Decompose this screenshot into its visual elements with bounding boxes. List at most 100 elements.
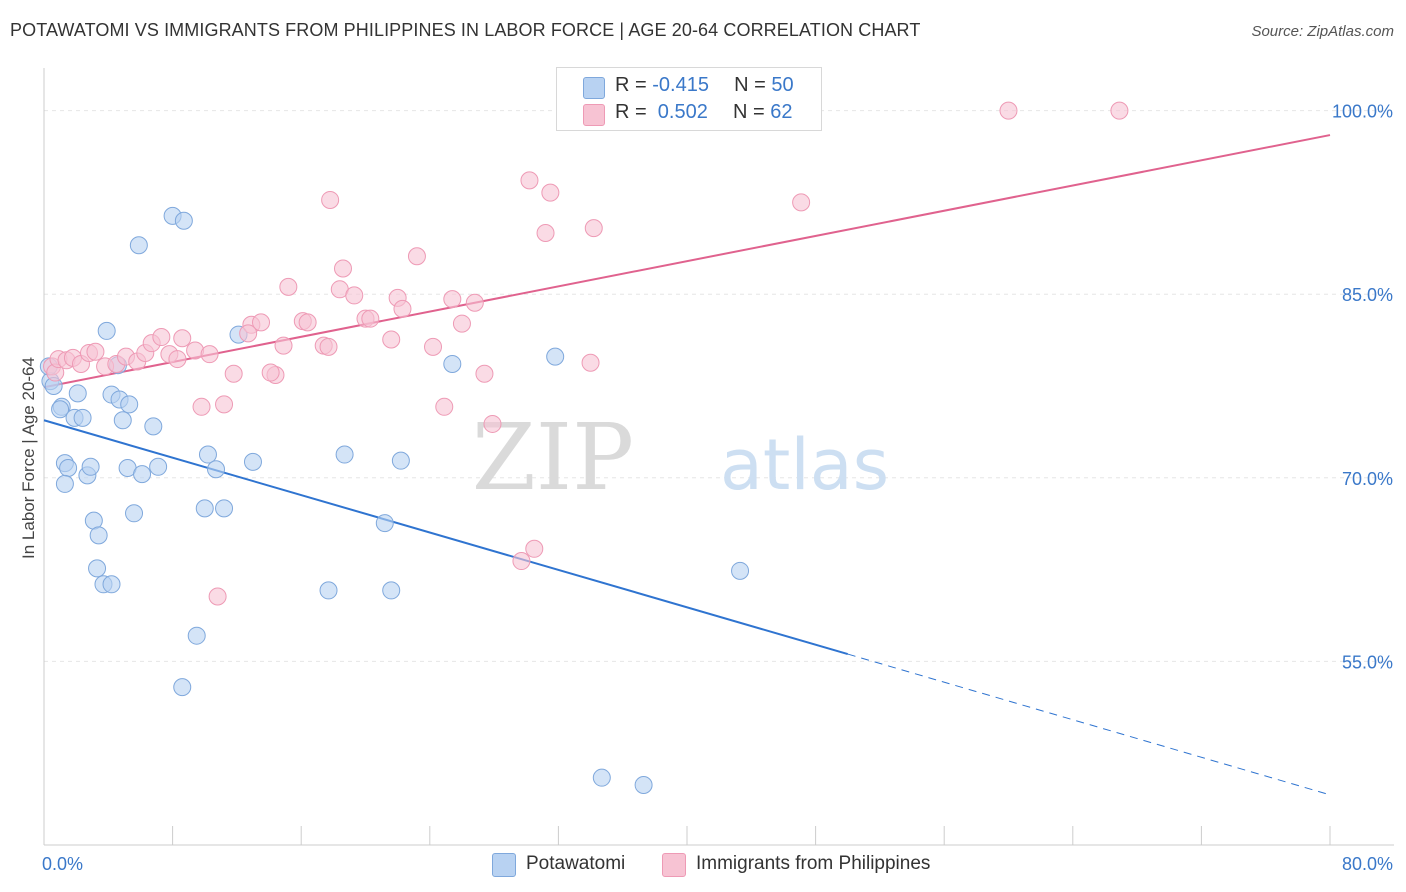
point-potawatomi: [149, 457, 168, 476]
chart-source: Source: ZipAtlas.com: [1251, 23, 1394, 40]
point-philippines: [86, 342, 105, 361]
point-philippines: [541, 183, 560, 202]
point-potawatomi: [207, 460, 226, 479]
point-potawatomi: [81, 457, 100, 476]
watermark: ZIP atlas: [472, 404, 889, 511]
x-tick-label: 80.0%: [1342, 854, 1393, 874]
tick-labels: 55.0% 70.0% 85.0% 100.0% 0.0% 80.0%: [42, 102, 1393, 874]
point-potawatomi: [55, 474, 74, 493]
y-tick-label: 85.0%: [1342, 285, 1393, 305]
axes: [43, 68, 1394, 846]
y-tick-label: 55.0%: [1342, 652, 1393, 672]
y-tick-label: 70.0%: [1342, 469, 1393, 489]
point-philippines: [215, 395, 234, 414]
point-philippines: [525, 539, 544, 558]
gridlines: [44, 110, 1394, 662]
point-potawatomi: [391, 451, 410, 470]
point-philippines: [239, 324, 258, 343]
point-potawatomi: [51, 400, 70, 419]
point-potawatomi: [173, 678, 192, 697]
legend-label-philippines: Immigrants from Philippines: [696, 853, 931, 874]
point-philippines: [584, 219, 603, 238]
point-potawatomi: [68, 384, 87, 403]
point-potawatomi: [129, 236, 148, 255]
legend-swatch-blue: [583, 77, 605, 99]
trend-line-potawatomi-extension: [847, 653, 1331, 796]
point-potawatomi: [133, 465, 152, 484]
point-potawatomi: [443, 354, 462, 373]
point-potawatomi: [120, 395, 139, 414]
point-philippines: [298, 313, 317, 332]
point-philippines: [483, 414, 502, 433]
point-potawatomi: [319, 581, 338, 600]
point-potawatomi: [243, 452, 262, 471]
point-philippines: [435, 397, 454, 416]
point-philippines: [192, 397, 211, 416]
point-potawatomi: [174, 211, 193, 230]
point-philippines: [279, 277, 298, 296]
point-philippines: [152, 328, 171, 347]
point-philippines: [252, 313, 271, 332]
point-philippines: [208, 587, 227, 606]
point-philippines: [173, 329, 192, 348]
point-philippines: [345, 286, 364, 305]
point-potawatomi: [195, 499, 214, 518]
x-tick-label: 0.0%: [42, 854, 83, 874]
point-potawatomi: [215, 499, 234, 518]
legend-n-value: 50: [771, 74, 794, 96]
stats-legend: R = -0.415 N = 50 R = 0.502 N = 62: [556, 67, 822, 131]
point-philippines: [452, 314, 471, 333]
series-legend: Potawatomi Immigrants from Philippines: [0, 850, 1406, 880]
y-axis-label: In Labor Force | Age 20-64: [19, 357, 38, 559]
point-potawatomi: [144, 417, 163, 436]
legend-n-label: N =: [732, 101, 765, 123]
point-potawatomi: [73, 408, 92, 427]
point-philippines: [393, 299, 412, 318]
point-potawatomi: [88, 559, 107, 578]
legend-swatch-pink: [583, 104, 605, 126]
point-potawatomi: [187, 626, 206, 645]
point-philippines: [224, 364, 243, 383]
point-philippines: [361, 309, 380, 328]
legend-r-value: 0.502: [652, 101, 708, 123]
watermark-atlas: atlas: [720, 424, 889, 506]
point-potawatomi: [113, 411, 132, 430]
legend-label-potawatomi: Potawatomi: [526, 853, 626, 874]
point-philippines: [465, 293, 484, 312]
point-potawatomi: [97, 321, 116, 340]
legend-n-label: N =: [734, 74, 766, 96]
chart-title: POTAWATOMI VS IMMIGRANTS FROM PHILIPPINE…: [10, 20, 921, 40]
legend-swatch-pink: [662, 853, 686, 877]
point-potawatomi: [198, 445, 217, 464]
point-philippines: [321, 190, 340, 209]
point-philippines: [333, 259, 352, 278]
point-philippines: [168, 350, 187, 369]
point-philippines: [999, 101, 1018, 120]
point-potawatomi: [382, 581, 401, 600]
point-philippines: [443, 290, 462, 309]
legend-swatch-blue: [492, 853, 516, 877]
point-philippines: [1110, 101, 1129, 120]
point-philippines: [792, 193, 811, 212]
point-philippines: [200, 345, 219, 364]
point-philippines: [475, 364, 494, 383]
point-potawatomi: [125, 504, 144, 523]
point-potawatomi: [634, 776, 653, 795]
point-potawatomi: [592, 768, 611, 787]
point-philippines: [512, 552, 531, 571]
data-points: [39, 101, 1129, 795]
point-philippines: [424, 337, 443, 356]
point-potawatomi: [59, 459, 78, 478]
point-philippines: [274, 336, 293, 355]
point-potawatomi: [731, 561, 750, 580]
trend-line-philippines: [43, 134, 1331, 389]
legend-r-label: R =: [615, 74, 647, 96]
point-potawatomi: [375, 514, 394, 533]
point-philippines: [319, 337, 338, 356]
legend-n-value: 62: [770, 101, 793, 123]
y-tick-label: 100.0%: [1332, 102, 1393, 122]
point-philippines: [581, 353, 600, 372]
point-philippines: [520, 171, 539, 190]
legend-r-value: -0.415: [652, 74, 709, 96]
